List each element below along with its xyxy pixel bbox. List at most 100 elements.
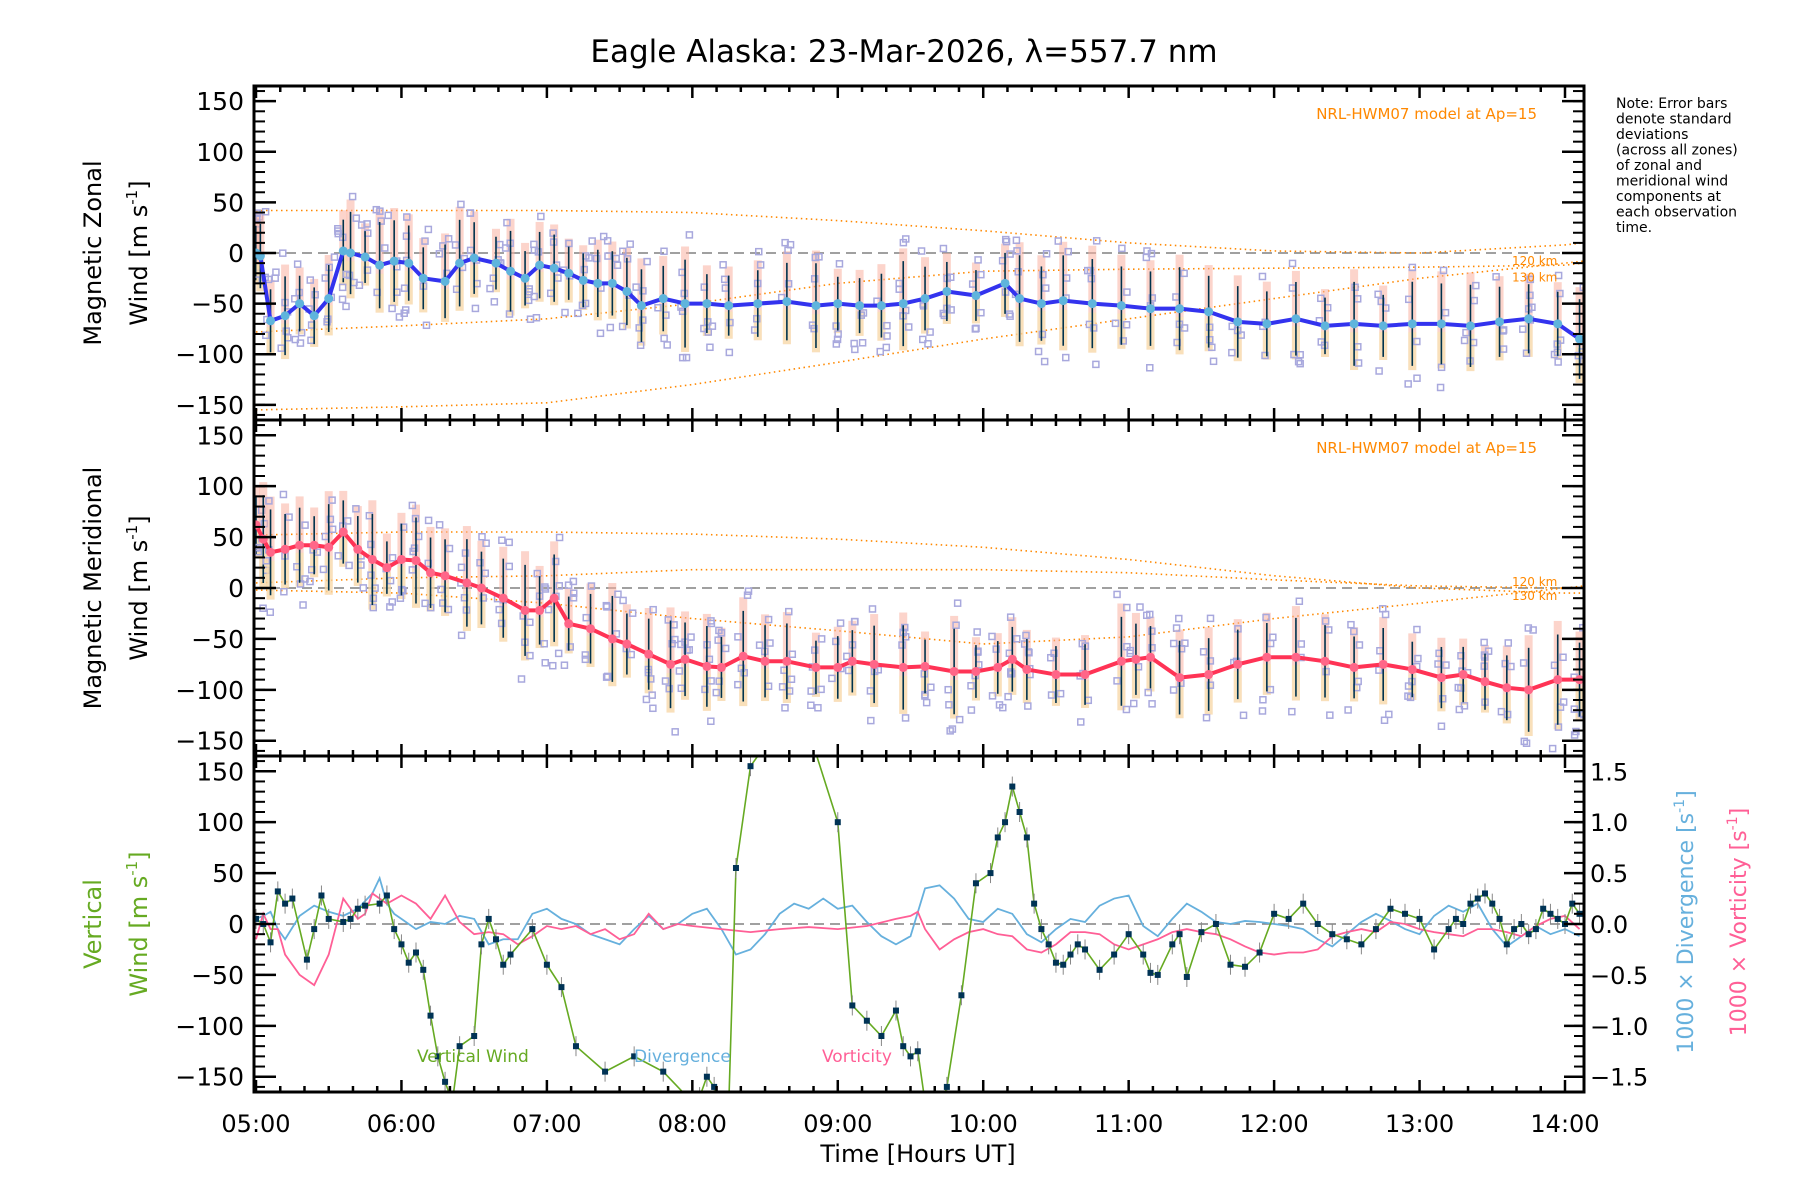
meridional-wind-point bbox=[462, 578, 472, 588]
zone-point bbox=[744, 587, 753, 595]
zone-point bbox=[424, 516, 433, 525]
zone-point bbox=[726, 318, 734, 327]
zone-point bbox=[549, 229, 557, 237]
zone-point bbox=[988, 692, 997, 700]
zone-point bbox=[422, 321, 431, 330]
zone-point bbox=[784, 280, 793, 288]
meridional-wind-point bbox=[1007, 654, 1017, 664]
vertical-wind-point bbox=[703, 1073, 710, 1080]
zone-point bbox=[687, 633, 695, 641]
zonal-wind-point bbox=[876, 301, 886, 311]
zone-point bbox=[444, 235, 453, 243]
zone-point bbox=[810, 275, 819, 283]
meridional-wind-point bbox=[280, 544, 290, 554]
vertical-wind-point bbox=[427, 1012, 434, 1019]
meridional-wind-point bbox=[476, 583, 486, 593]
zone-point bbox=[338, 283, 347, 292]
plot-area-zonal bbox=[254, 192, 1584, 411]
zone-point bbox=[755, 247, 763, 256]
zone-point bbox=[647, 675, 655, 683]
zone-point bbox=[835, 260, 844, 268]
zone-point bbox=[753, 314, 761, 323]
zone-point bbox=[1092, 360, 1100, 369]
zone-point bbox=[599, 232, 608, 241]
zone-point bbox=[977, 308, 985, 317]
zone-point bbox=[654, 303, 662, 312]
zone-point bbox=[857, 311, 866, 319]
meridional-wind-point bbox=[607, 634, 617, 644]
vertical-wind-point bbox=[282, 900, 289, 907]
zone-point bbox=[707, 619, 716, 628]
zone-point bbox=[1143, 247, 1151, 255]
vertical-wind-point bbox=[1452, 915, 1459, 922]
x-tick-label: 06:00 bbox=[367, 1110, 436, 1138]
zone-point bbox=[1113, 677, 1121, 685]
zone-point bbox=[457, 631, 466, 640]
zone-point bbox=[1347, 620, 1355, 629]
meridional-wind-point bbox=[811, 662, 821, 672]
meridional-wind-point bbox=[1145, 652, 1155, 662]
note-line: of zonal and bbox=[1616, 158, 1702, 174]
zone-point bbox=[549, 661, 557, 670]
zone-point bbox=[1111, 319, 1120, 328]
zone-point bbox=[476, 558, 484, 567]
zonal-wind-point bbox=[1407, 319, 1417, 329]
vertical-wind-point bbox=[1416, 915, 1423, 922]
zone-point bbox=[517, 675, 526, 683]
zone-point bbox=[755, 641, 764, 649]
zone-point bbox=[1038, 330, 1047, 339]
vertical-wind-point bbox=[420, 966, 427, 973]
zone-point bbox=[352, 214, 361, 222]
alt-label-120: 120 km bbox=[1512, 575, 1557, 589]
vertical-wind-point bbox=[1431, 946, 1438, 953]
zone-point bbox=[388, 304, 396, 313]
vertical-wind-point bbox=[1271, 910, 1278, 917]
zone-point bbox=[614, 590, 622, 598]
zone-point bbox=[280, 587, 288, 596]
y-tick-label: −100 bbox=[175, 340, 244, 369]
meridional-wind-point bbox=[549, 593, 559, 603]
vorticity-line bbox=[255, 892, 1581, 987]
vertical-wind-point bbox=[1358, 941, 1365, 948]
zone-point bbox=[1484, 647, 1493, 655]
zonal-wind-point bbox=[1349, 319, 1359, 329]
vertical-wind-point bbox=[929, 1114, 935, 1120]
divergence-line bbox=[255, 875, 1580, 956]
zone-point bbox=[585, 254, 593, 262]
zonal-wind-point bbox=[898, 299, 908, 309]
zone-point bbox=[1350, 627, 1358, 636]
vertical-wind-point bbox=[1212, 921, 1219, 927]
vertical-wind-point bbox=[434, 1053, 441, 1060]
zone-point bbox=[1499, 345, 1508, 353]
zone-point bbox=[323, 318, 331, 326]
zone-point bbox=[384, 211, 392, 220]
zone-point bbox=[1522, 739, 1531, 747]
zone-point bbox=[719, 261, 727, 269]
zone-point bbox=[1559, 653, 1567, 662]
vertical-wind-point bbox=[500, 961, 507, 968]
zone-point bbox=[461, 549, 470, 557]
zone-point bbox=[1377, 297, 1385, 306]
zone-point bbox=[408, 501, 417, 510]
meridional-wind-point bbox=[1502, 683, 1512, 693]
vertical-wind-point bbox=[1518, 921, 1525, 927]
zone-point bbox=[1554, 271, 1563, 280]
vertical-wind-point bbox=[1554, 915, 1561, 922]
zone-point bbox=[939, 244, 948, 253]
zone-point bbox=[587, 582, 596, 590]
zone-point bbox=[1406, 693, 1415, 702]
zonal-wind-point bbox=[920, 294, 930, 304]
zone-point bbox=[639, 316, 647, 324]
zone-point bbox=[533, 569, 542, 578]
vertical-wind-point bbox=[900, 1043, 907, 1050]
vertical-wind-point bbox=[994, 834, 1001, 841]
zone-point bbox=[1385, 710, 1393, 719]
zone-point bbox=[671, 728, 679, 736]
zone-point bbox=[526, 315, 535, 323]
y-tick-label: −50 bbox=[191, 625, 244, 654]
zone-point bbox=[603, 672, 612, 681]
zone-point bbox=[266, 608, 274, 616]
zonal-wind-point bbox=[1262, 319, 1272, 329]
meridional-wind-point bbox=[1204, 670, 1214, 680]
